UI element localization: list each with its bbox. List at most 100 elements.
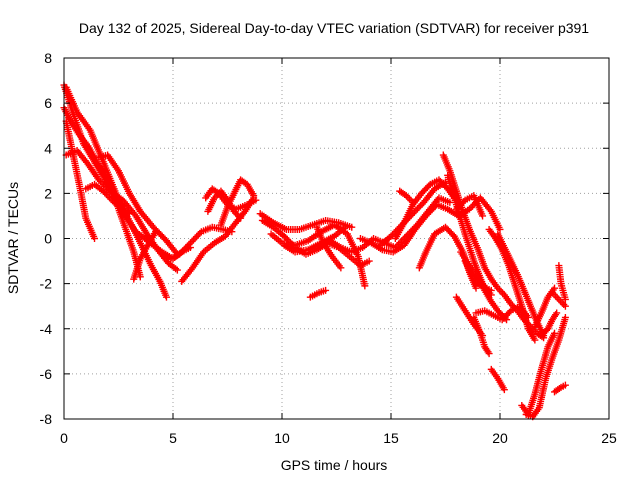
series-arc-05 bbox=[62, 147, 181, 274]
y-tick-label: 6 bbox=[44, 95, 52, 111]
x-tick-label: 20 bbox=[492, 430, 508, 446]
data-point bbox=[465, 205, 473, 213]
data-point bbox=[422, 212, 430, 220]
data-point bbox=[101, 182, 109, 190]
series-arc-08 bbox=[130, 228, 160, 283]
series-arc-26 bbox=[439, 151, 548, 342]
x-tick-label: 0 bbox=[60, 430, 68, 446]
series-arc-07 bbox=[95, 151, 181, 258]
data-point bbox=[337, 264, 345, 272]
data-point bbox=[102, 190, 110, 198]
data-point bbox=[186, 239, 194, 247]
x-tick-label: 5 bbox=[169, 430, 177, 446]
y-tick-label: 4 bbox=[44, 140, 52, 156]
data-point bbox=[91, 235, 99, 242]
y-axis-label: SDTVAR / TECUs bbox=[5, 182, 21, 294]
data-point bbox=[505, 308, 513, 316]
data-point bbox=[283, 235, 291, 243]
series-arc-19 bbox=[313, 223, 345, 272]
series-arc-21 bbox=[356, 194, 504, 256]
series-arc-13 bbox=[202, 185, 260, 213]
data-point bbox=[561, 313, 569, 321]
data-point bbox=[196, 229, 204, 237]
y-tick-label: 0 bbox=[44, 231, 52, 247]
series-arc-38 bbox=[518, 329, 558, 418]
data-point bbox=[190, 236, 198, 244]
data-point bbox=[95, 176, 103, 184]
data-point bbox=[188, 237, 196, 245]
x-tick-label: 25 bbox=[601, 430, 617, 446]
data-point bbox=[479, 212, 487, 220]
series-arc-18 bbox=[306, 286, 330, 301]
data-point bbox=[431, 202, 439, 210]
series-arc-30 bbox=[461, 257, 495, 294]
data-point bbox=[472, 284, 480, 292]
data-point bbox=[446, 198, 454, 206]
data-point bbox=[107, 195, 115, 203]
data-point bbox=[417, 202, 425, 210]
data-point bbox=[497, 288, 505, 296]
data-point bbox=[561, 302, 569, 310]
data-point bbox=[467, 204, 475, 212]
data-point bbox=[427, 207, 435, 215]
data-point bbox=[460, 198, 468, 206]
data-point bbox=[193, 233, 201, 241]
data-point bbox=[556, 297, 564, 305]
x-tick-label: 15 bbox=[383, 430, 399, 446]
data-point bbox=[280, 232, 288, 240]
data-point bbox=[365, 257, 373, 265]
data-point bbox=[162, 293, 170, 301]
y-tick-label: -2 bbox=[40, 276, 53, 292]
series-arc-14 bbox=[256, 210, 356, 233]
data-point bbox=[185, 241, 193, 249]
data-point bbox=[179, 247, 187, 255]
data-point bbox=[551, 329, 558, 337]
data-point bbox=[136, 273, 144, 281]
data-point bbox=[409, 198, 417, 206]
data-point bbox=[252, 196, 260, 204]
data-point bbox=[430, 204, 438, 212]
data-point bbox=[531, 336, 539, 344]
data-point bbox=[553, 309, 561, 317]
data-point bbox=[500, 386, 508, 394]
series-arc-34 bbox=[487, 365, 508, 394]
data-point bbox=[425, 182, 433, 190]
series-arc-42 bbox=[548, 289, 569, 310]
data-point bbox=[561, 295, 569, 303]
data-point bbox=[125, 210, 133, 218]
data-point bbox=[423, 210, 431, 218]
data-point bbox=[105, 194, 113, 202]
series-arc-40 bbox=[540, 309, 561, 337]
data-point bbox=[182, 244, 190, 252]
data-point bbox=[191, 234, 199, 242]
data-point bbox=[98, 179, 106, 187]
data-point bbox=[101, 189, 109, 197]
y-tick-label: -6 bbox=[40, 366, 53, 382]
data-point bbox=[428, 205, 436, 213]
data-point bbox=[96, 177, 104, 185]
data-point bbox=[551, 284, 558, 292]
data-point bbox=[348, 223, 356, 231]
series-arc-37 bbox=[522, 313, 569, 421]
series-arc-41 bbox=[555, 262, 569, 303]
data-point bbox=[100, 181, 108, 189]
data-point bbox=[487, 286, 495, 294]
axis-ticks: 0 5 10 15 20 25 -8 -6 -4 -2 0 2 4 6 8 bbox=[40, 50, 617, 446]
data-point bbox=[194, 231, 202, 239]
series-arc-31 bbox=[452, 192, 487, 220]
data-point bbox=[485, 350, 493, 358]
data-point bbox=[99, 187, 107, 195]
data-point bbox=[425, 209, 433, 217]
series-arc-32 bbox=[470, 313, 493, 358]
y-tick-label: -4 bbox=[40, 321, 53, 337]
data-point bbox=[560, 300, 568, 308]
data-point bbox=[322, 286, 330, 294]
data-point bbox=[173, 266, 181, 274]
data-point bbox=[103, 184, 111, 192]
chart-title: Day 132 of 2025, Sidereal Day-to-day VTE… bbox=[79, 20, 589, 36]
x-axis-label: GPS time / hours bbox=[281, 457, 388, 473]
data-point bbox=[152, 228, 160, 236]
data-point bbox=[413, 205, 421, 213]
data-point bbox=[180, 245, 188, 253]
